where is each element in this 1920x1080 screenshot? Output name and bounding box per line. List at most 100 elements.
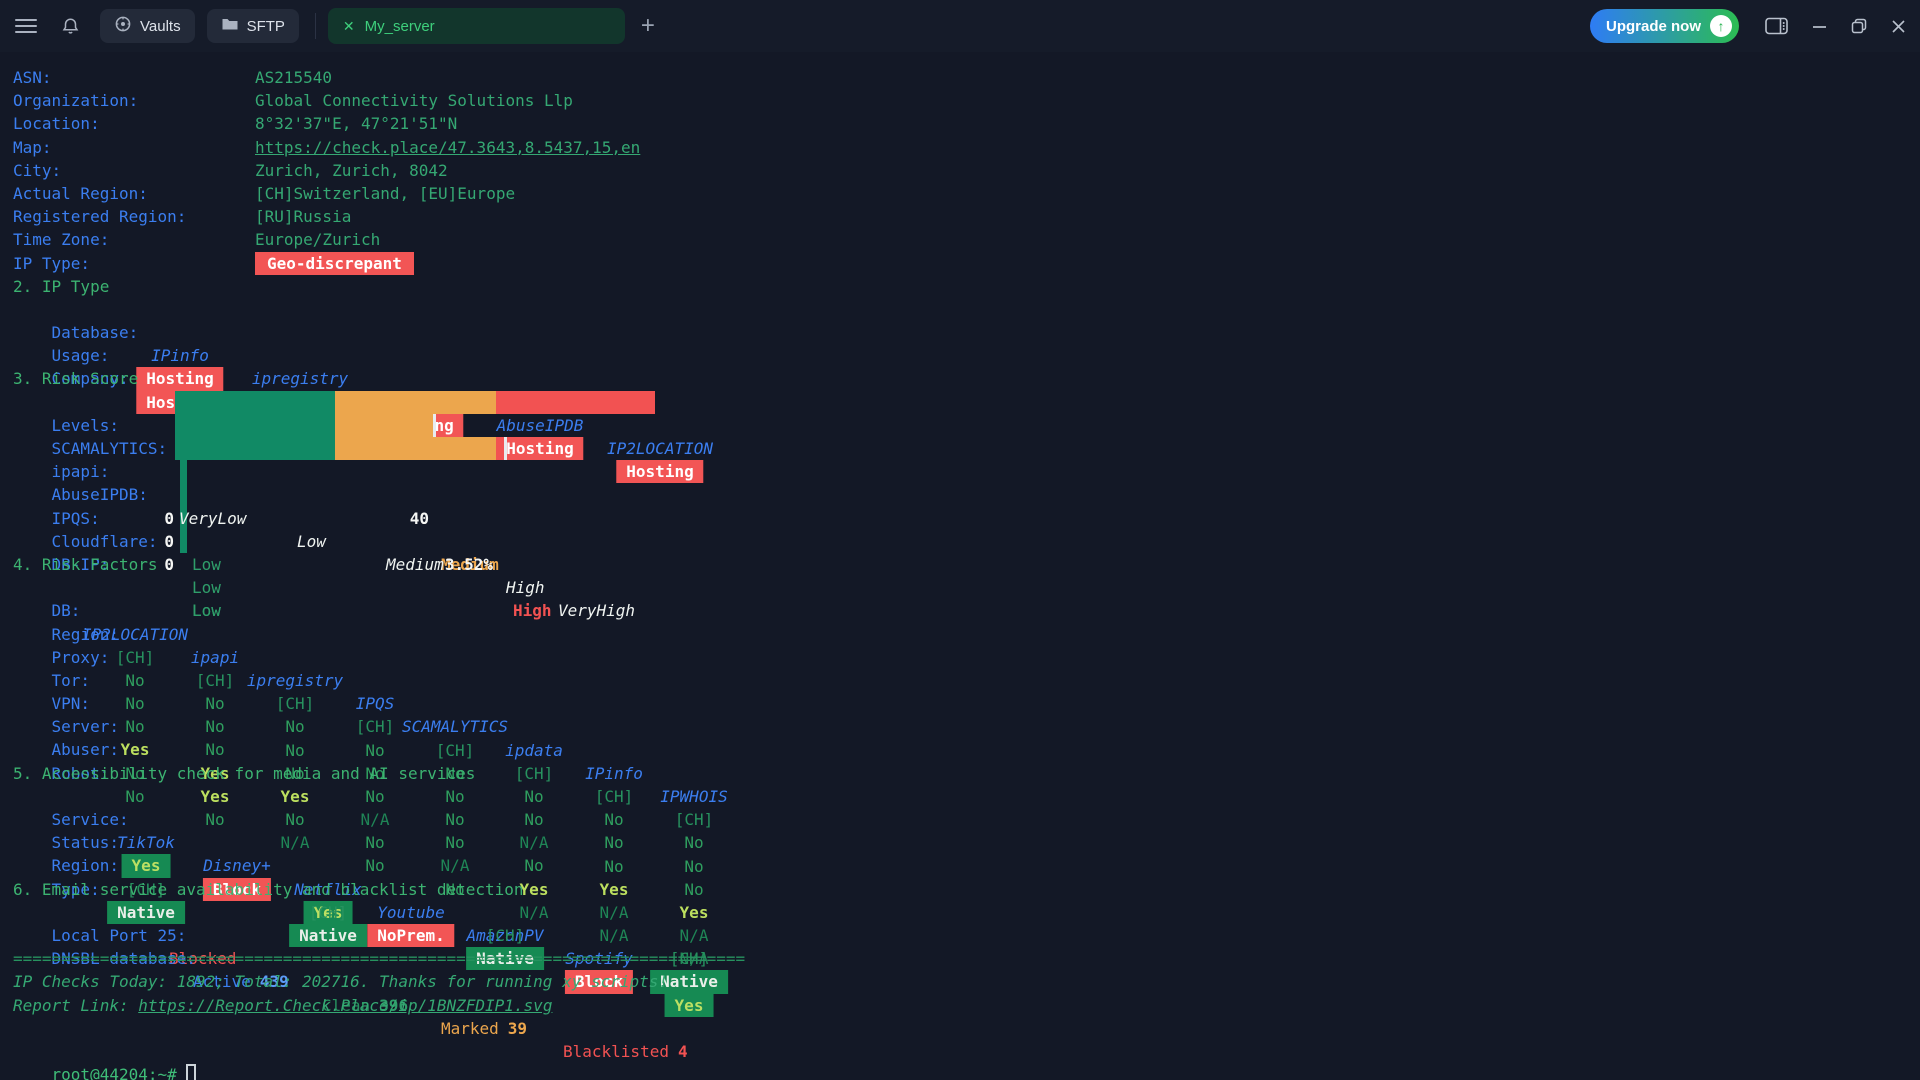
report-link-row: Report Link: https://Report.Check.Place/… <box>0 994 1920 1017</box>
rf-cell: Yes <box>280 786 310 806</box>
row-label: Robot: <box>51 763 110 783</box>
db-column-header: IP2LOCATION <box>607 439 713 459</box>
prompt-row: root@44204:~# <box>0 1040 1920 1080</box>
service-column-header: Netflix <box>294 879 362 899</box>
rf-cell: No <box>445 763 465 783</box>
score-value: 0 <box>164 531 174 551</box>
sidebar-toggle-icon[interactable] <box>1765 17 1788 35</box>
row-value: Zurich, Zurich, 8042 <box>255 160 448 180</box>
company-row: Company: Hosting Hosting Hosting <box>0 344 1920 461</box>
section-title-risk-factors: 4. Risk Factors <box>13 554 158 574</box>
level-bar-red <box>496 390 655 414</box>
new-tab-button[interactable]: + <box>640 12 655 39</box>
dnsbl-active: Active 439 <box>193 972 289 992</box>
rf-row-abuser: Abuser: No Yes No No N/A Yes N/A N/A <box>0 715 1920 945</box>
row-label: Server: <box>51 717 119 737</box>
score-bar <box>180 529 187 553</box>
score-bar <box>180 460 187 484</box>
rf-row-proxy: Proxy: No No No No No No No No <box>0 623 1920 853</box>
rf-cell: Yes <box>120 740 150 760</box>
rf-cell: No <box>684 879 704 899</box>
service-header-row: Service: TikTok Disney+ Netflix Youtube … <box>0 785 1920 991</box>
score-value: 3.52% <box>444 555 493 575</box>
db-column-header: AbuseIPDB <box>496 415 584 435</box>
usage-badge: Hosting <box>496 437 584 461</box>
row-label: Organization: <box>13 91 139 111</box>
rf-cell: No <box>365 786 385 806</box>
rf-column-header: SCAMALYTICS <box>402 717 508 737</box>
shell-prompt: root@44204:~# <box>51 1065 177 1080</box>
rf-cell: Yes <box>200 786 230 806</box>
row-value: Global Connectivity Solutions Llp <box>255 91 573 111</box>
map-link[interactable]: https://check.place/47.3643,8.5437,15,en <box>255 137 641 157</box>
rf-cell: No <box>205 740 225 760</box>
info-row-ip-type: IP Type: Geo-discrepant <box>0 251 1920 275</box>
row-label: Local Port 25: <box>51 925 187 945</box>
tab-divider <box>314 13 316 39</box>
close-tab-icon[interactable]: ✕ <box>342 17 355 34</box>
rf-cell: [CH] <box>195 670 235 690</box>
tab-my-server[interactable]: ✕ My_server <box>327 8 625 44</box>
rf-cell: No <box>524 786 544 806</box>
rf-cell: Yes <box>200 763 230 783</box>
row-label: ASN: <box>13 68 52 87</box>
row-label: Proxy: <box>51 647 110 667</box>
info-row-actual-region: Actual Region: [CH]Switzerland, [EU]Europ… <box>0 182 1920 205</box>
rf-cell: N/A <box>599 902 629 922</box>
notifications-bell-icon[interactable] <box>61 17 80 36</box>
db-column-header: IPinfo <box>151 346 209 366</box>
db-column-header: ipregistry <box>251 369 349 389</box>
score-level: Medium <box>441 555 499 575</box>
terminal-cursor[interactable] <box>185 1064 196 1080</box>
row-label: Abuser: <box>51 740 119 760</box>
dnsbl-clean: Clean 396 <box>322 995 409 1015</box>
stats-line: IP Checks Today: 1892; Total: 202716. Th… <box>13 972 669 992</box>
row-label: Usage: <box>51 346 110 366</box>
rf-column-header: IPQS <box>355 694 395 714</box>
terminal[interactable]: ASN: AS215540 Organization: Global Connect… <box>0 52 1920 1080</box>
row-label: IPQS: <box>51 508 100 528</box>
rf-cell: N/A <box>440 856 470 876</box>
sftp-button[interactable]: SFTP <box>206 9 299 43</box>
info-row-map: Map: https://check.place/47.3643,8.5437,1… <box>0 136 1920 159</box>
level-label: VeryHigh <box>558 601 636 621</box>
rf-cell: No <box>604 810 624 830</box>
report-link[interactable]: https://Report.Check.Place/ip/1BNZFDIP1.… <box>138 995 553 1015</box>
score-level: High <box>513 601 552 621</box>
folder-icon <box>221 16 239 36</box>
upgrade-arrow-icon: ↑ <box>1710 15 1732 37</box>
rf-column-header: ipregistry <box>246 670 344 690</box>
row-label: Region: <box>51 856 119 876</box>
rf-cell: No <box>125 763 145 783</box>
restore-button[interactable] <box>1851 18 1867 34</box>
minimize-button[interactable] <box>1812 19 1827 34</box>
menu-icon[interactable] <box>15 19 39 33</box>
risk-factors-header-row: DB: IP2LOCATION ipapi ipregistry IPQS SC… <box>0 576 1920 806</box>
geo-discrepant-badge: Geo-discrepant <box>255 251 414 275</box>
upgrade-button[interactable]: Upgrade now ↑ <box>1589 9 1739 43</box>
section-title-ip-type: 2. IP Type <box>13 276 110 296</box>
rf-cell: N/A <box>679 949 709 969</box>
port25-row: Local Port 25: Blocked <box>0 901 1920 968</box>
vaults-button[interactable]: Vaults <box>100 9 195 43</box>
rf-cell: [CH] <box>674 810 714 830</box>
service-column-header: AmazonPV <box>466 926 544 946</box>
report-label: Report Link: <box>13 995 139 1015</box>
close-window-button[interactable] <box>1891 19 1906 34</box>
rf-cell: No <box>205 810 225 830</box>
info-row-asn: ASN: AS215540 <box>0 66 1920 89</box>
scamalytics-row: SCAMALYTICS: 40 Medium <box>0 413 1920 574</box>
rf-row-region: Region: [CH] [CH] [CH] [CH] [CH] [CH] [C… <box>0 599 1920 830</box>
levels-row: Levels: VeryLow Low Medium High VeryHigh <box>0 390 1920 620</box>
row-value: 8°32'37"E, 47°21'51"N <box>255 114 458 134</box>
usage-row: Usage: Hosting Hosting Hosting Hosting H… <box>0 321 1920 484</box>
level-label: Low <box>297 531 326 551</box>
type-badge: Native <box>650 970 728 994</box>
rf-row-vpn: VPN: No No No No No N/A No No <box>0 669 1920 899</box>
score-bar <box>335 437 496 461</box>
row-label: SCAMALYTICS: <box>51 439 168 459</box>
vault-icon <box>114 15 132 37</box>
rf-cell: No <box>365 856 385 876</box>
level-label: VeryLow <box>179 508 247 528</box>
row-label: Registered Region: <box>13 207 187 227</box>
